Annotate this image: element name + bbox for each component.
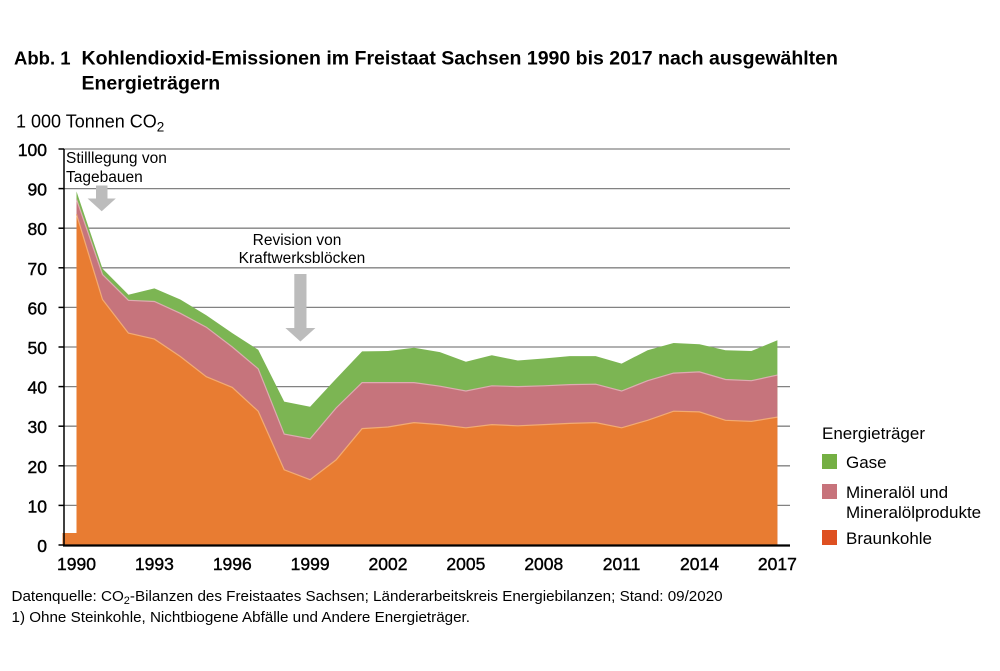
svg-text:Datenquelle: CO2-Bilanzen des: Datenquelle: CO2-Bilanzen des Freistaate…: [12, 588, 723, 607]
svg-text:2005: 2005: [446, 554, 485, 574]
svg-text:70: 70: [28, 259, 48, 279]
svg-text:1999: 1999: [291, 554, 330, 574]
svg-text:1990: 1990: [57, 554, 96, 574]
svg-text:50: 50: [28, 338, 48, 358]
svg-text:Braunkohle: Braunkohle: [846, 529, 932, 548]
svg-text:80: 80: [28, 219, 48, 239]
svg-text:Mineralölprodukte: Mineralölprodukte: [846, 503, 981, 522]
svg-text:Energieträgern: Energieträgern: [82, 73, 221, 95]
svg-text:Tagebauen: Tagebauen: [66, 169, 143, 186]
svg-text:Revision von: Revision von: [253, 232, 342, 249]
svg-text:Energieträger: Energieträger: [822, 424, 925, 443]
svg-text:2014: 2014: [680, 554, 719, 574]
svg-text:Kraftwerksblöcken: Kraftwerksblöcken: [239, 250, 366, 267]
svg-text:2002: 2002: [369, 554, 408, 574]
svg-text:60: 60: [28, 298, 48, 318]
svg-text:0: 0: [37, 536, 47, 556]
svg-text:Abb. 1: Abb. 1: [14, 48, 71, 69]
svg-text:Gase: Gase: [846, 453, 887, 472]
svg-text:1996: 1996: [213, 554, 252, 574]
svg-text:20: 20: [28, 457, 48, 477]
svg-text:1) Ohne Steinkohle, Nichtbioge: 1) Ohne Steinkohle, Nichtbiogene Abfälle…: [12, 609, 470, 626]
svg-text:1 000 Tonnen CO2: 1 000 Tonnen CO2: [16, 112, 164, 135]
svg-text:10: 10: [28, 496, 48, 516]
svg-text:2008: 2008: [524, 554, 563, 574]
svg-text:2011: 2011: [603, 554, 641, 574]
svg-text:2017: 2017: [758, 554, 797, 574]
svg-text:100: 100: [18, 140, 47, 160]
svg-text:Kohlendioxid-Emissionen im Fre: Kohlendioxid-Emissionen im Freistaat Sac…: [82, 48, 838, 70]
svg-text:Mineralöl und: Mineralöl und: [846, 483, 948, 502]
svg-text:1993: 1993: [135, 554, 174, 574]
svg-text:Stilllegung von: Stilllegung von: [66, 150, 167, 167]
svg-text:90: 90: [28, 180, 48, 200]
svg-text:40: 40: [28, 378, 48, 398]
svg-text:30: 30: [28, 417, 48, 437]
